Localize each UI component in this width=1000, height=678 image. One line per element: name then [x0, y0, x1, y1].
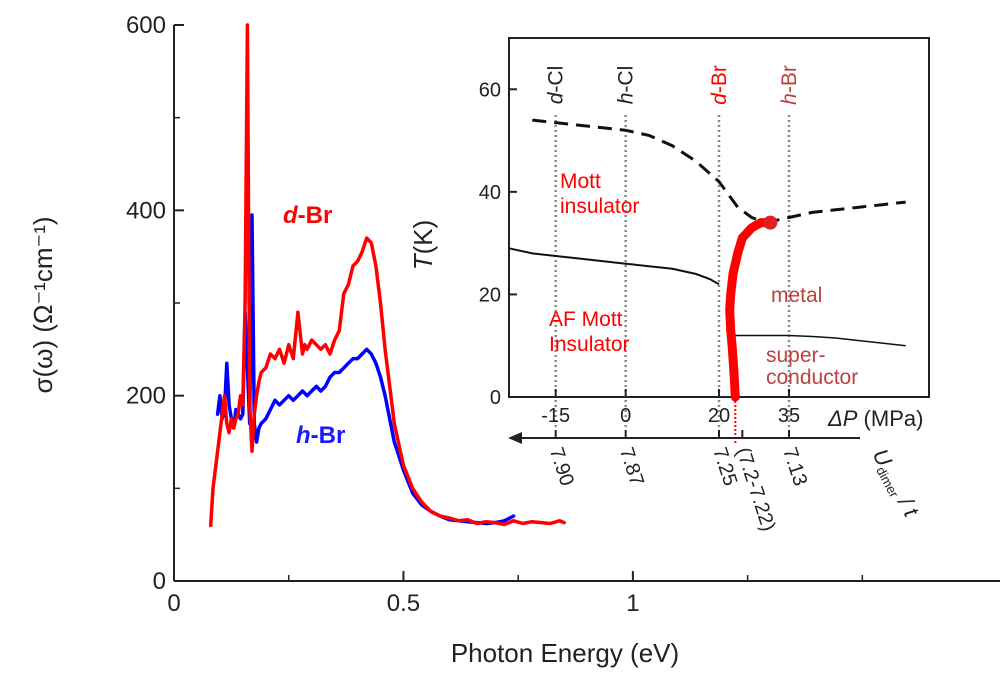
series-label-h-br-suffix: -Br — [311, 422, 346, 449]
region-label-line: Insulator — [549, 333, 630, 356]
sample-label-h-cl: h-Cl — [615, 66, 638, 105]
region-label-line: insulator — [560, 195, 639, 218]
main-y-tick-label: 200 — [126, 383, 166, 410]
region-label-line: AF Mott — [549, 308, 623, 331]
inset-x-axis-title: ΔP (MPa) — [827, 406, 923, 431]
main-y-tick-label: 400 — [126, 197, 166, 224]
region-label-line: metal — [771, 284, 822, 307]
sample-label-h-br-suffix: -Br — [778, 65, 801, 93]
sample-label-h-br: h-Br — [778, 65, 801, 105]
main-y-tick-label: 0 — [153, 568, 166, 595]
series-label-h-br: h-Br — [296, 422, 345, 449]
series-label-d-br-suffix: -Br — [298, 202, 333, 229]
series-line-d-br — [208, 23, 566, 528]
inset-plot-frame — [508, 37, 930, 398]
series-label-h-br-prefix: h — [296, 422, 311, 449]
region-label-af-mott-insulator: AF Mott Insulator — [549, 308, 630, 356]
main-x-axis-title: Photon Energy (eV) — [451, 638, 679, 668]
sample-label-h-br-prefix: h — [778, 93, 801, 105]
series-label-d-br: d-Br — [283, 202, 332, 229]
sample-label-h-cl-prefix: h — [615, 93, 638, 105]
first-order-curve — [725, 218, 775, 402]
region-label-line: Mott — [560, 170, 601, 193]
region-label-line: super- — [766, 344, 826, 367]
main-y-axis-title: σ(ω) (Ω⁻¹cm⁻¹) — [28, 216, 58, 393]
inset-x-tick-label: 0 — [620, 405, 631, 427]
region-label-mott-insulator: Mott insulator — [560, 170, 639, 218]
inset-x-tick-label: 35 — [778, 405, 800, 427]
sample-label-d-cl-prefix: d — [545, 91, 568, 104]
sample-label-d-cl-suffix: -Cl — [545, 66, 568, 93]
inset-x-tick-label: 20 — [708, 405, 730, 427]
sc-boundary-curve — [733, 334, 906, 347]
main-x-tick-label: 0.5 — [387, 590, 420, 617]
inset-x-axis-title-unit: (MPa) — [857, 406, 923, 431]
inset-y-tick-label: 20 — [479, 284, 501, 306]
af-boundary-curve — [508, 247, 720, 286]
sample-label-h-cl-suffix: -Cl — [615, 66, 638, 93]
inset-y-tick-label: 40 — [479, 182, 501, 204]
sample-label-d-br-prefix: d — [708, 92, 731, 105]
series-label-d-br-prefix: d — [283, 202, 299, 229]
inset-y-tick-label: 0 — [490, 387, 501, 409]
inset-y-axis-title-main: T — [408, 252, 438, 270]
inset-y-tick-label: 60 — [479, 79, 501, 101]
inset-y-axis-title: T(K) — [408, 220, 438, 271]
sample-label-d-br-suffix: -Br — [708, 65, 731, 93]
inset-x-axis-title-main: ΔP — [827, 406, 858, 431]
inset-y-axis-title-unit: (K) — [408, 220, 438, 255]
crossover-dashed-curve — [532, 118, 767, 225]
u-axis-arrowhead — [508, 432, 522, 444]
metal-dashed-curve — [765, 200, 906, 225]
critical-point-marker — [763, 215, 778, 230]
sample-label-d-cl: d-Cl — [545, 66, 568, 105]
sample-label-d-br: d-Br — [708, 65, 731, 105]
region-label-superconductor: super-conductor — [766, 344, 858, 389]
inset-x-tick-label: -15 — [541, 405, 570, 427]
main-x-tick-label: 1 — [626, 590, 639, 617]
region-label-line: conductor — [766, 366, 858, 389]
region-label-metal: metal — [771, 284, 822, 307]
main-x-tick-label: 0 — [167, 590, 180, 617]
main-y-tick-label: 600 — [126, 12, 166, 39]
